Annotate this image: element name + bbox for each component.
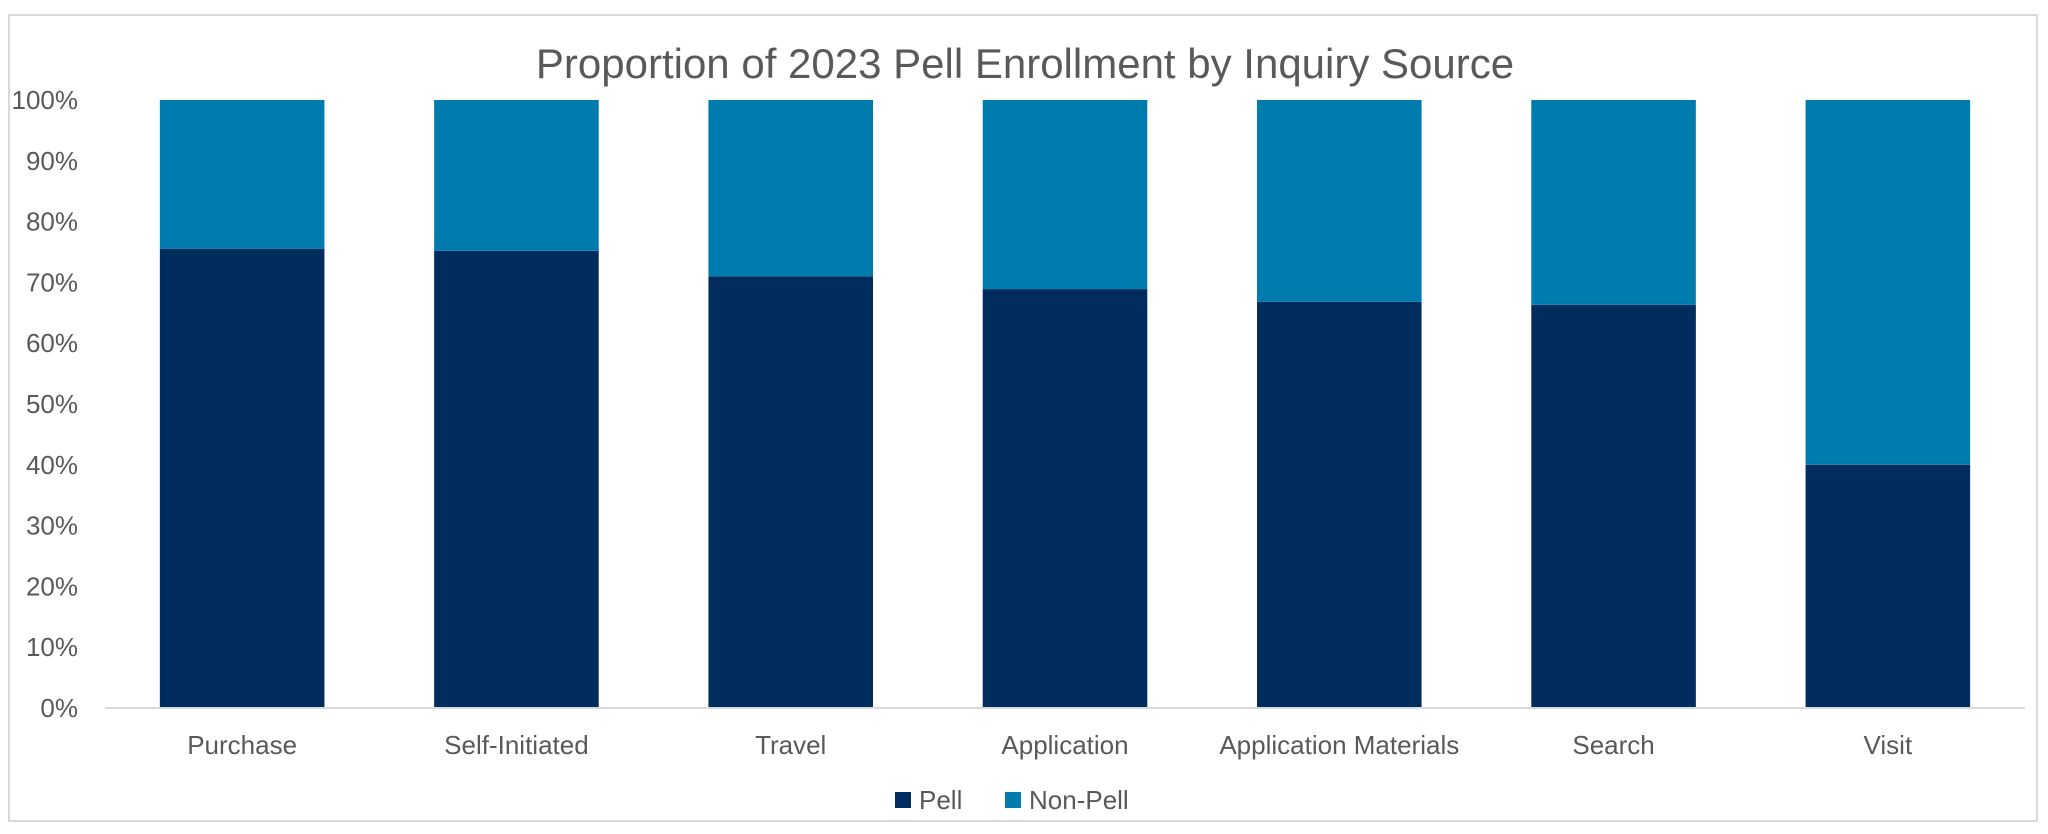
bar-segment-non-pell	[1805, 100, 1971, 465]
bar-segment-pell	[1257, 301, 1422, 708]
y-tick-label: 80%	[26, 207, 78, 237]
x-tick-label: Purchase	[187, 730, 297, 760]
y-axis: 0% 10% 20% 30% 40% 50% 60% 70% 80% 90% 100%	[12, 85, 79, 723]
x-tick-label: Application Materials	[1219, 730, 1459, 760]
bar-segment-pell	[708, 276, 873, 708]
x-tick-label: Application	[1001, 730, 1128, 760]
bar-segment-non-pell	[982, 100, 1148, 290]
y-tick-label: 40%	[26, 450, 78, 480]
y-tick-label: 60%	[26, 328, 78, 358]
bar-segment-pell	[982, 289, 1148, 708]
bar-segment-non-pell	[159, 100, 325, 249]
y-tick-label: 30%	[26, 511, 78, 541]
legend-swatch	[895, 792, 911, 808]
legend: Pell Non-Pell	[895, 785, 1129, 815]
x-tick-label: Visit	[1864, 730, 1913, 760]
y-tick-label: 10%	[26, 632, 78, 662]
bar-segment-pell	[434, 250, 599, 708]
y-tick-label: 20%	[26, 571, 78, 601]
x-tick-label: Search	[1572, 730, 1654, 760]
bar-segment-pell	[159, 248, 325, 708]
chart-frame: Proportion of 2023 Pell Enrollment by In…	[8, 14, 2038, 822]
x-tick-label: Travel	[755, 730, 826, 760]
legend-label: Pell	[919, 785, 962, 815]
y-tick-label: 90%	[26, 146, 78, 176]
y-tick-label: 0%	[40, 693, 78, 723]
bar-segment-non-pell	[1531, 100, 1696, 305]
y-tick-label: 50%	[26, 389, 78, 419]
bars	[159, 100, 1971, 708]
x-axis: Purchase Self-Initiated Travel Application A…	[187, 730, 1913, 760]
y-tick-label: 70%	[26, 267, 78, 297]
bar-segment-pell	[1531, 304, 1696, 708]
legend-label: Non-Pell	[1029, 785, 1129, 815]
bar-segment-pell	[1805, 464, 1971, 708]
legend-swatch	[1005, 792, 1021, 808]
bar-segment-non-pell	[434, 100, 599, 251]
bar-segment-non-pell	[708, 100, 873, 277]
y-tick-label: 100%	[12, 85, 79, 115]
bar-segment-non-pell	[1257, 100, 1422, 302]
chart-title: Proportion of 2023 Pell Enrollment by In…	[536, 40, 1514, 87]
stacked-bar-chart: Proportion of 2023 Pell Enrollment by In…	[12, 40, 2025, 815]
x-tick-label: Self-Initiated	[444, 730, 589, 760]
